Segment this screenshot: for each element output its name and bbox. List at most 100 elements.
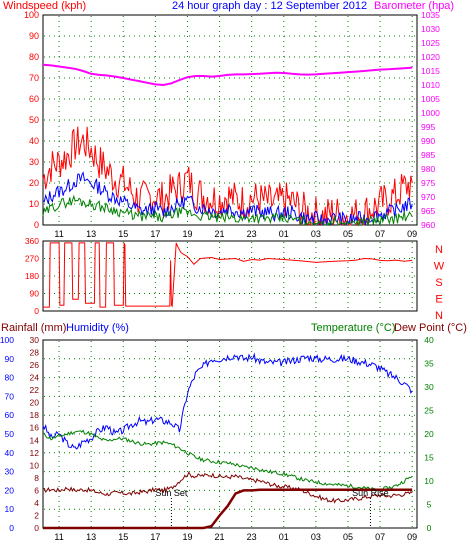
- wind-y-tick-label: 90: [29, 31, 39, 41]
- x-tick-label: 19: [182, 532, 192, 542]
- rainfall-line: [43, 488, 413, 530]
- x-tick-label: 07: [375, 229, 385, 239]
- rainfall-axis-title: Rainfall (mm): [1, 322, 66, 334]
- compass-label: N: [435, 244, 443, 256]
- temperature-y-tick-label: 30: [424, 382, 434, 392]
- dewpoint-line: [42, 471, 413, 504]
- compass-label: S: [435, 277, 442, 289]
- barometer-y-tick-label: 985: [421, 150, 435, 160]
- direction-y-tick-label: 180: [25, 271, 39, 281]
- temperature-y-tick-label: 10: [424, 476, 434, 486]
- x-tick-label: 21: [215, 532, 225, 542]
- rainfall-y-tick-label: 24: [30, 373, 40, 383]
- barometer-y-tick-label: 970: [421, 192, 435, 202]
- wind-y-tick-label: 30: [29, 157, 39, 167]
- humidity-y-tick-label: 50: [5, 429, 15, 439]
- barometer-y-tick-label: 1015: [421, 66, 440, 76]
- temperature-y-tick-label: 25: [424, 406, 434, 416]
- wind-y-tick-label: 70: [29, 73, 39, 83]
- x-tick-label: 03: [311, 229, 321, 239]
- x-tick-label: 11: [54, 229, 63, 239]
- x-tick-label: 13: [86, 229, 96, 239]
- barometer-y-tick-label: 1010: [421, 80, 440, 90]
- rainfall-y-tick-label: 28: [30, 348, 40, 358]
- barometer-y-tick-label: 965: [421, 206, 435, 216]
- barometer-y-tick-label: 980: [421, 164, 435, 174]
- barometer-y-tick-label: 1020: [421, 52, 440, 62]
- rainfall-y-tick-label: 2: [34, 510, 39, 520]
- x-tick-label: 01: [279, 229, 289, 239]
- humidity-y-tick-label: 10: [5, 504, 15, 514]
- x-tick-label: 19: [182, 229, 192, 239]
- barometer-axis-title: Barometer (hpa): [374, 0, 454, 12]
- temperature-line: [42, 429, 413, 492]
- barometer-y-tick-label: 975: [421, 178, 435, 188]
- wind-y-tick-label: 60: [29, 94, 39, 104]
- humidity-y-tick-label: 0: [9, 523, 14, 533]
- rainfall-y-tick-label: 8: [34, 473, 39, 483]
- wind-y-tick-label: 10: [29, 199, 39, 209]
- wind-y-tick-label: 20: [29, 178, 39, 188]
- x-tick-label: 07: [375, 532, 385, 542]
- x-tick-label: 03: [311, 532, 321, 542]
- humidity-line: [42, 352, 413, 450]
- x-tick-label: 05: [343, 532, 353, 542]
- compass-label: W: [434, 261, 445, 273]
- x-tick-label: 15: [118, 532, 128, 542]
- wind-y-tick-label: 80: [29, 52, 39, 62]
- humidity-y-tick-label: 20: [5, 485, 15, 495]
- dewpoint-axis-title: Dew Point (°C): [394, 322, 467, 334]
- humidity-y-tick-label: 100: [0, 335, 14, 345]
- windspeed-axis-title: Windspeed (kph): [3, 0, 86, 12]
- sun-event-label: Sun Rise: [352, 488, 389, 498]
- barometer-y-tick-label: 990: [421, 136, 435, 146]
- humidity-y-tick-label: 40: [5, 448, 15, 458]
- rainfall-y-tick-label: 20: [30, 398, 40, 408]
- wind-y-tick-label: 100: [24, 10, 39, 20]
- x-tick-label: 23: [247, 229, 257, 239]
- rainfall-y-tick-label: 18: [30, 410, 40, 420]
- x-tick-label: 11: [54, 532, 63, 542]
- wind-y-tick-label: 0: [34, 220, 39, 230]
- barometer-y-tick-label: 1000: [421, 108, 440, 118]
- temperature-y-tick-label: 0: [427, 523, 432, 533]
- temperature-axis-title: Temperature (°C): [311, 322, 395, 334]
- barometer-y-tick-label: 960: [421, 220, 435, 230]
- barometer-y-tick-label: 1035: [421, 10, 440, 20]
- temperature-y-tick-label: 5: [427, 500, 432, 510]
- temperature-y-tick-label: 40: [424, 335, 434, 345]
- compass-label: N: [435, 310, 443, 322]
- wind-y-tick-label: 50: [29, 115, 39, 125]
- rainfall-y-tick-label: 30: [30, 335, 40, 345]
- humidity-y-tick-label: 60: [5, 410, 15, 420]
- direction-y-tick-label: 0: [34, 306, 39, 316]
- humidity-y-tick-label: 90: [5, 354, 15, 364]
- rainfall-y-tick-label: 4: [34, 498, 39, 508]
- x-tick-label: 05: [343, 229, 353, 239]
- x-tick-label: 17: [150, 532, 160, 542]
- wind-direction-line: [43, 242, 413, 308]
- barometer-y-tick-label: 1030: [421, 24, 440, 34]
- barometer-y-tick-label: 1025: [421, 38, 440, 48]
- rainfall-y-tick-label: 6: [34, 485, 39, 495]
- direction-y-tick-label: 270: [25, 254, 39, 264]
- rainfall-y-tick-label: 14: [30, 435, 40, 445]
- compass-label: E: [435, 294, 442, 306]
- temperature-y-tick-label: 15: [424, 453, 434, 463]
- humidity-axis-title: Humidity (%): [66, 322, 129, 334]
- x-tick-label: 15: [118, 229, 128, 239]
- barometer-y-tick-label: 995: [421, 122, 435, 132]
- x-tick-label: 21: [215, 229, 225, 239]
- humidity-y-tick-label: 80: [5, 373, 15, 383]
- rainfall-y-tick-label: 26: [30, 360, 40, 370]
- wind-low-line: [42, 194, 413, 227]
- rainfall-y-tick-label: 22: [30, 385, 40, 395]
- x-tick-label: 09: [407, 229, 417, 239]
- humidity-y-tick-label: 30: [5, 467, 15, 477]
- rainfall-y-tick-label: 16: [30, 423, 40, 433]
- series-layer: [42, 63, 413, 530]
- temperature-y-tick-label: 20: [424, 429, 434, 439]
